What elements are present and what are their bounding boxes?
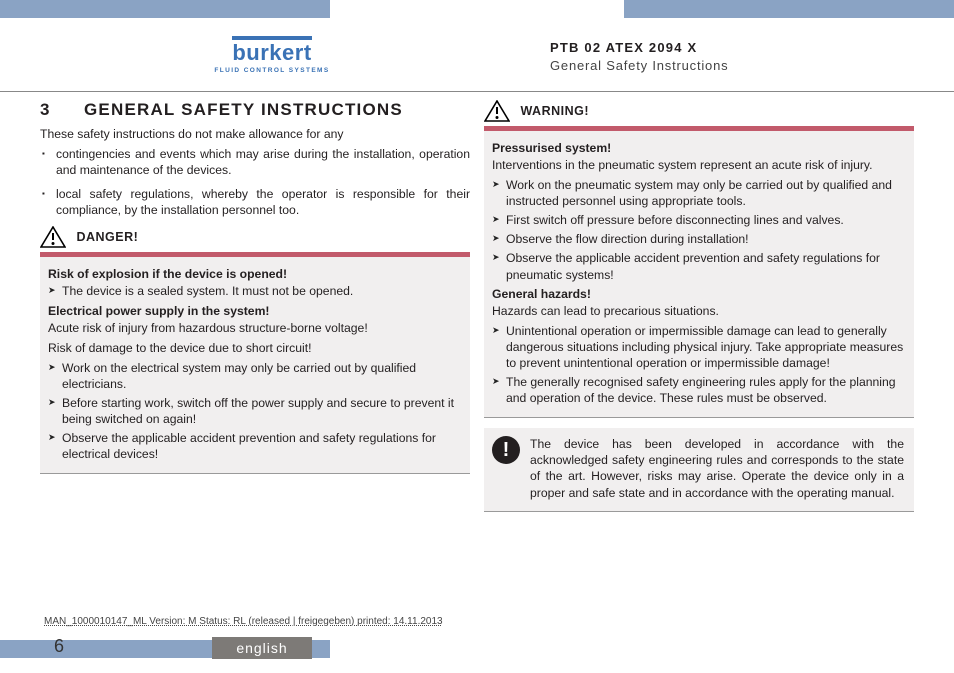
warning-items: Unintentional operation or impermissible… [492,323,906,406]
danger-items: Work on the electrical system may only b… [48,360,462,463]
warning-body: Interventions in the pneumatic system re… [492,157,906,173]
danger-label: DANGER! [76,230,138,244]
note-box: ! The device has been developed in accor… [484,428,914,511]
note-exclamation-icon: ! [492,436,520,464]
section-intro: These safety instructions do not make al… [40,126,470,142]
top-bar-left [0,0,330,18]
warning-label: WARNING! [520,104,589,118]
list-item: Work on the electrical system may only b… [48,360,462,392]
warning-header: WARNING! [484,100,914,122]
danger-items: The device is a sealed system. It must n… [48,283,462,299]
warning-box: Pressurised system! Interventions in the… [484,131,914,418]
danger-body: Risk of damage to the device due to shor… [48,340,462,356]
right-column: WARNING! Pressurised system! Interventio… [484,100,914,512]
list-item: Observe the flow direction during instal… [492,231,906,247]
section-heading: 3GENERAL SAFETY INSTRUCTIONS [40,100,470,120]
warning-subhead: Pressurised system! [492,141,906,155]
danger-header: DANGER! [40,226,470,248]
list-item: Observe the applicable accident preventi… [48,430,462,462]
section-title: GENERAL SAFETY INSTRUCTIONS [84,100,403,119]
brand-logo: burkert FLUID CONTROL SYSTEMS [212,36,332,74]
list-item: local safety regulations, whereby the op… [40,186,470,218]
page-body: 3GENERAL SAFETY INSTRUCTIONS These safet… [40,100,914,593]
list-item: Work on the pneumatic system may only be… [492,177,906,209]
top-bar-right [624,0,954,18]
danger-triangle-icon [40,226,66,248]
warning-body: Hazards can lead to precarious situation… [492,303,906,319]
list-item: Observe the applicable accident preventi… [492,250,906,282]
note-text: The device has been developed in accorda… [530,436,904,500]
list-item: The generally recognised safety engineer… [492,374,906,406]
document-title: General Safety Instructions [550,58,910,73]
danger-subhead: Electrical power supply in the system! [48,304,462,318]
list-item: Unintentional operation or impermissible… [492,323,906,371]
section-number: 3 [40,100,84,120]
page-number: 6 [54,636,64,657]
footer-docinfo: MAN_1000010147_ML Version: M Status: RL … [44,616,443,627]
document-id-block: PTB 02 ATEX 2094 X General Safety Instru… [550,40,910,73]
danger-subhead: Risk of explosion if the device is opene… [48,267,462,281]
danger-body: Acute risk of injury from hazardous stru… [48,320,462,336]
left-column: 3GENERAL SAFETY INSTRUCTIONS These safet… [40,100,470,474]
list-item: contingencies and events which may arise… [40,146,470,178]
brand-tagline: FLUID CONTROL SYSTEMS [212,67,332,74]
intro-bullets: contingencies and events which may arise… [40,146,470,218]
document-code: PTB 02 ATEX 2094 X [550,40,910,55]
brand-name: burkert [232,36,311,64]
list-item: Before starting work, switch off the pow… [48,395,462,427]
warning-subhead: General hazards! [492,287,906,301]
warning-items: Work on the pneumatic system may only be… [492,177,906,283]
list-item: The device is a sealed system. It must n… [48,283,462,299]
list-item: First switch off pressure before disconn… [492,212,906,228]
warning-triangle-icon [484,100,510,122]
language-pill: english [212,637,312,659]
danger-box: Risk of explosion if the device is opene… [40,257,470,474]
